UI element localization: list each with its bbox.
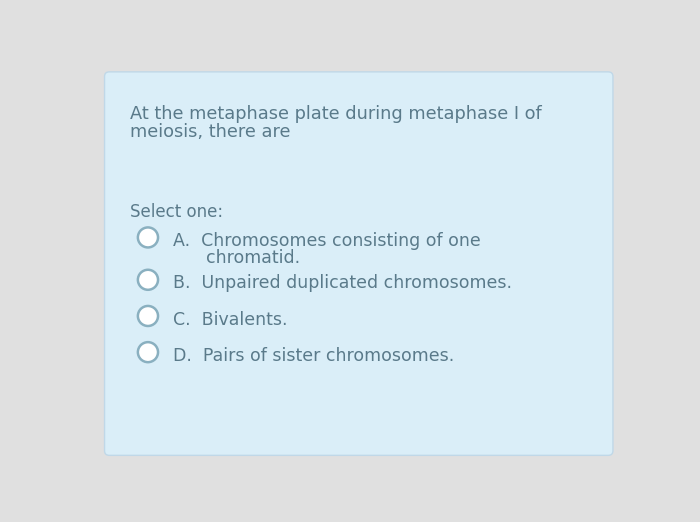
Text: D.  Pairs of sister chromosomes.: D. Pairs of sister chromosomes.: [173, 347, 454, 365]
FancyBboxPatch shape: [104, 72, 613, 455]
Text: At the metaphase plate during metaphase I of: At the metaphase plate during metaphase …: [130, 105, 542, 123]
Ellipse shape: [138, 306, 158, 326]
Text: meiosis, there are: meiosis, there are: [130, 124, 290, 141]
Ellipse shape: [138, 342, 158, 362]
Ellipse shape: [138, 270, 158, 290]
Text: A.  Chromosomes consisting of one: A. Chromosomes consisting of one: [173, 232, 480, 250]
Text: C.  Bivalents.: C. Bivalents.: [173, 311, 287, 328]
Text: B.  Unpaired duplicated chromosomes.: B. Unpaired duplicated chromosomes.: [173, 275, 512, 292]
Text: chromatid.: chromatid.: [173, 249, 300, 267]
Text: Select one:: Select one:: [130, 203, 223, 221]
Ellipse shape: [138, 228, 158, 247]
